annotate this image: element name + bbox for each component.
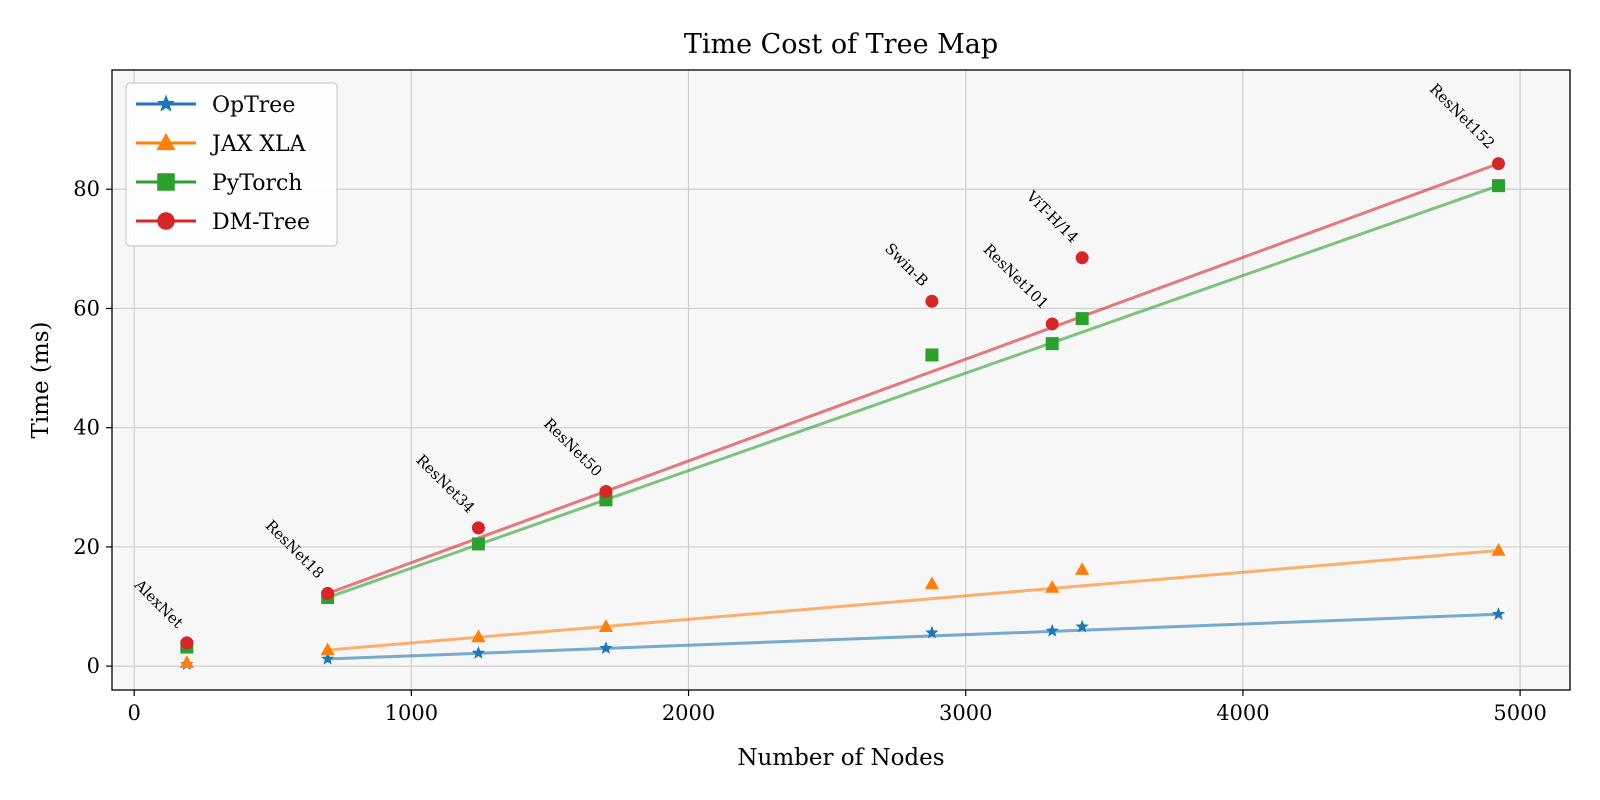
- dm-tree-point: [1045, 317, 1059, 331]
- legend-marker: [157, 173, 175, 191]
- x-tick-label: 3000: [939, 701, 992, 725]
- jax-xla-point: [598, 619, 614, 633]
- legend-label: DM-Tree: [212, 210, 310, 235]
- pytorch-point: [1075, 312, 1089, 326]
- jax-xla-point: [1491, 543, 1506, 556]
- optree-point: [320, 652, 335, 665]
- dm-tree-point: [599, 484, 613, 498]
- grid-lines: [112, 70, 1570, 690]
- dm-tree-fit-line: [327, 162, 1500, 595]
- jax-xla-point: [1075, 562, 1090, 575]
- x-tick-label: 0: [127, 701, 140, 725]
- optree-point: [1045, 623, 1059, 637]
- dm-tree-point: [1491, 157, 1505, 171]
- legend: OpTree JAX XLA PyTorch DM-Tree: [125, 82, 338, 247]
- jax-xla-point: [179, 655, 194, 668]
- optree-point: [599, 641, 613, 654]
- plot-frame: [111, 69, 1571, 691]
- dm-tree-point: [471, 521, 485, 535]
- y-axis-label: Time (ms): [28, 322, 54, 439]
- x-tick-label: 5000: [1493, 701, 1546, 725]
- dm-tree-point: [1075, 251, 1089, 265]
- pytorch-point: [471, 537, 485, 551]
- optree-point: [471, 646, 486, 659]
- data-points: [179, 157, 1506, 671]
- jax-xla-point: [471, 629, 486, 643]
- y-tick-label: 0: [87, 654, 100, 678]
- fit-lines: [327, 162, 1500, 661]
- optree-fit-line: [327, 612, 1499, 661]
- jax-xla-point: [1045, 579, 1060, 593]
- legend-box: [125, 82, 338, 247]
- chart-title: Time Cost of Tree Map: [684, 29, 998, 60]
- legend-label: PyTorch: [212, 171, 302, 196]
- x-tick-label: 4000: [1216, 701, 1269, 725]
- jax-xla-point: [924, 576, 940, 590]
- legend-label: OpTree: [212, 93, 295, 118]
- y-tick-label: 20: [73, 535, 100, 559]
- optree-point: [1075, 619, 1089, 633]
- y-tick-label: 80: [73, 177, 100, 201]
- legend-marker: [156, 132, 176, 151]
- legend-marker: [157, 212, 175, 230]
- y-tick-label: 60: [73, 296, 100, 320]
- dm-tree-point: [321, 586, 335, 600]
- x-tick-label: 1000: [385, 701, 438, 725]
- optree-point: [925, 625, 939, 639]
- jax-xla-fit-line: [327, 549, 1499, 652]
- legend-marker: [157, 94, 175, 112]
- x-tick-label: 2000: [662, 701, 715, 725]
- x-axis-ticks: 0 1000 2000 3000 4000 5000: [127, 690, 1547, 725]
- dm-tree-point: [925, 294, 939, 308]
- dm-tree-point: [180, 636, 194, 650]
- y-tick-label: 40: [73, 416, 100, 440]
- pytorch-fit-line: [327, 184, 1499, 600]
- optree-point: [1491, 607, 1506, 620]
- x-axis-label: Number of Nodes: [737, 745, 944, 771]
- legend-label: JAX XLA: [210, 132, 307, 157]
- pytorch-point: [1045, 337, 1059, 351]
- pytorch-point: [1491, 179, 1505, 193]
- jax-xla-point: [320, 642, 335, 656]
- pytorch-point: [925, 348, 939, 362]
- y-axis-ticks: 0 20 40 60 80: [73, 177, 112, 678]
